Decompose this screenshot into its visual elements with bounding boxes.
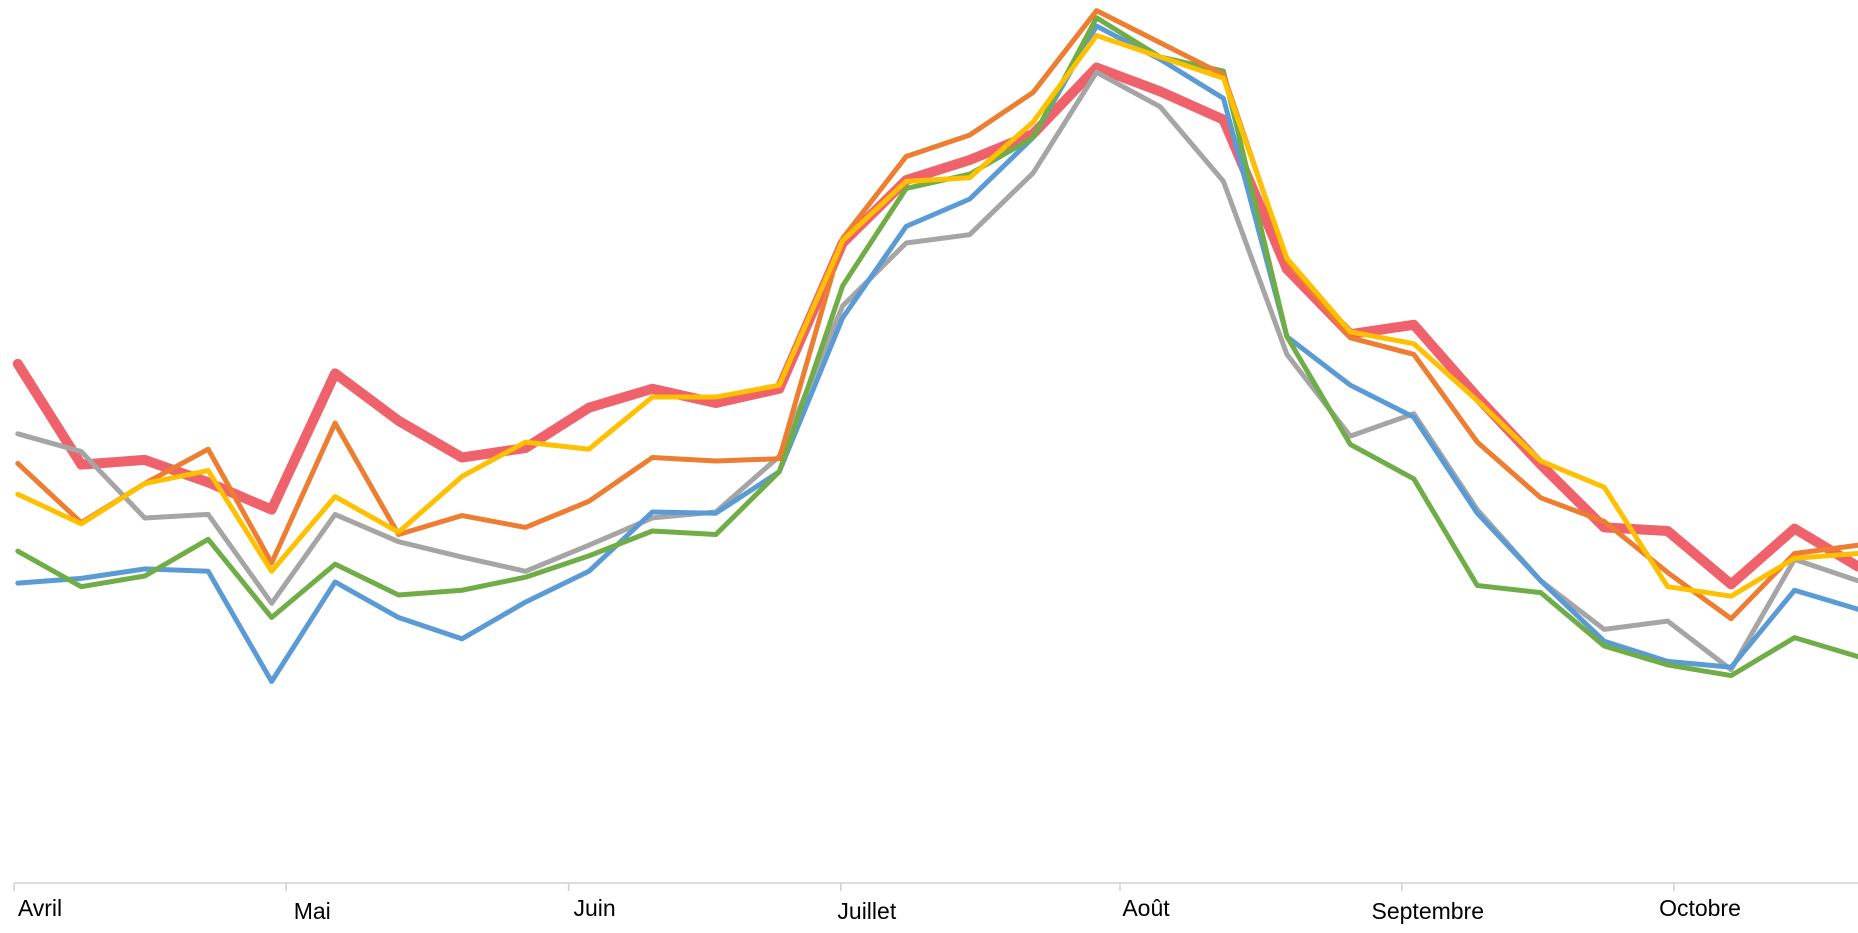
x-tick-label: Juillet xyxy=(837,898,896,924)
x-tick-label: Octobre xyxy=(1659,895,1741,921)
x-tick-label: Août xyxy=(1122,895,1170,921)
series-line xyxy=(15,15,1858,679)
x-tick-label: Mai xyxy=(294,898,331,924)
series-line xyxy=(15,69,1858,673)
series-line xyxy=(15,33,1858,599)
x-tick-label: Avril xyxy=(18,895,62,921)
x-tick-label: Juin xyxy=(573,895,615,921)
x-tick-label: Septembre xyxy=(1372,898,1485,924)
series-line xyxy=(15,8,1858,622)
series-line xyxy=(12,62,1858,590)
series-line xyxy=(15,23,1858,685)
